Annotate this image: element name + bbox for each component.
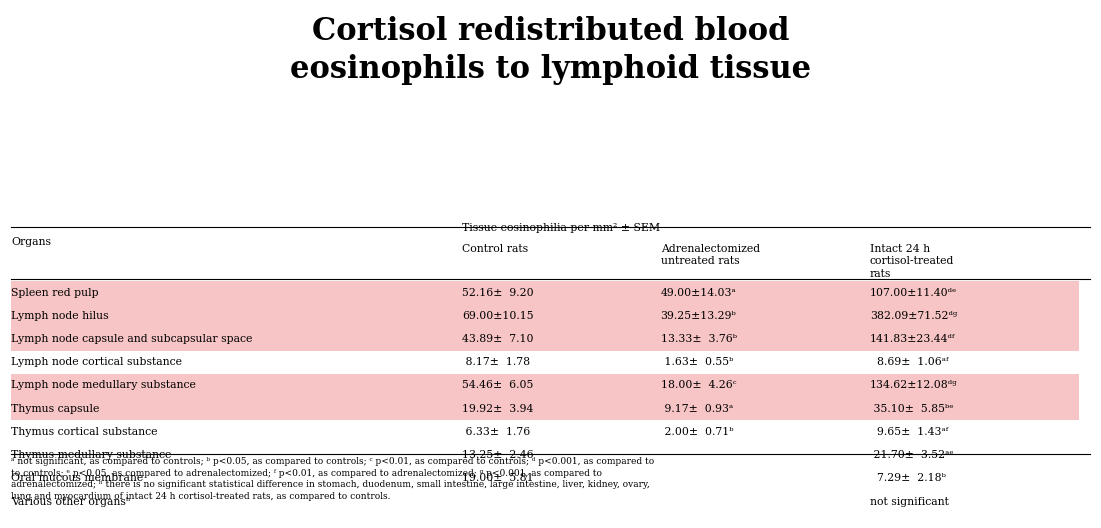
Text: Thymus cortical substance: Thymus cortical substance	[11, 427, 157, 437]
Text: 21.70±  3.52ᵃᵉ: 21.70± 3.52ᵃᵉ	[870, 450, 953, 460]
Text: Lymph node capsule and subcapsular space: Lymph node capsule and subcapsular space	[11, 334, 252, 344]
Text: 19.92±  3.94: 19.92± 3.94	[462, 404, 534, 413]
Text: 7.29±  2.18ᵇ: 7.29± 2.18ᵇ	[870, 474, 946, 483]
Text: 18.00±  4.26ᶜ: 18.00± 4.26ᶜ	[661, 381, 737, 390]
Text: Lymph node hilus: Lymph node hilus	[11, 311, 109, 320]
Text: 69.00±10.15: 69.00±10.15	[462, 311, 534, 320]
FancyBboxPatch shape	[11, 374, 1079, 397]
Text: 2.00±  0.71ᵇ: 2.00± 0.71ᵇ	[661, 427, 733, 437]
Text: 8.17±  1.78: 8.17± 1.78	[462, 357, 531, 367]
Text: Tissue eosinophilia per mm² ± SEM: Tissue eosinophilia per mm² ± SEM	[462, 223, 661, 233]
FancyBboxPatch shape	[11, 304, 1079, 327]
Text: 35.10±  5.85ᵇᵉ: 35.10± 5.85ᵇᵉ	[870, 404, 953, 413]
Text: Thymus medullary substance: Thymus medullary substance	[11, 450, 172, 460]
Text: Control rats: Control rats	[462, 244, 528, 254]
Text: ᵃ not significant, as compared to controls; ᵇ p<0.05, as compared to controls; ᶜ: ᵃ not significant, as compared to contro…	[11, 457, 654, 501]
Text: 19.00±  5.81: 19.00± 5.81	[462, 474, 534, 483]
Text: 382.09±71.52ᵈᵍ: 382.09±71.52ᵈᵍ	[870, 311, 957, 320]
Text: 1.63±  0.55ᵇ: 1.63± 0.55ᵇ	[661, 357, 733, 367]
FancyBboxPatch shape	[11, 397, 1079, 420]
Text: 39.25±13.29ᵇ: 39.25±13.29ᵇ	[661, 311, 737, 320]
Text: Thymus capsule: Thymus capsule	[11, 404, 99, 413]
Text: 13.25±  2.46: 13.25± 2.46	[462, 450, 534, 460]
Text: 141.83±23.44ᵈᶠ: 141.83±23.44ᵈᶠ	[870, 334, 956, 344]
Text: 13.33±  3.76ᵇ: 13.33± 3.76ᵇ	[661, 334, 737, 344]
Text: 54.46±  6.05: 54.46± 6.05	[462, 381, 534, 390]
Text: 134.62±12.08ᵈᵍ: 134.62±12.08ᵈᵍ	[870, 381, 957, 390]
Text: 9.65±  1.43ᵃᶠ: 9.65± 1.43ᵃᶠ	[870, 427, 948, 437]
Text: Lymph node medullary substance: Lymph node medullary substance	[11, 381, 196, 390]
Text: 43.89±  7.10: 43.89± 7.10	[462, 334, 534, 344]
Text: Lymph node cortical substance: Lymph node cortical substance	[11, 357, 182, 367]
Text: Adrenalectomized
untreated rats: Adrenalectomized untreated rats	[661, 244, 760, 266]
Text: 9.17±  0.93ᵃ: 9.17± 0.93ᵃ	[661, 404, 733, 413]
Text: Various other organsʰ: Various other organsʰ	[11, 497, 131, 506]
Text: 49.00±14.03ᵃ: 49.00±14.03ᵃ	[661, 288, 737, 297]
FancyBboxPatch shape	[11, 281, 1079, 304]
Text: Spleen red pulp: Spleen red pulp	[11, 288, 99, 297]
Text: Cortisol redistributed blood
eosinophils to lymphoid tissue: Cortisol redistributed blood eosinophils…	[290, 16, 811, 85]
Text: Organs: Organs	[11, 237, 51, 247]
Text: 6.33±  1.76: 6.33± 1.76	[462, 427, 531, 437]
Text: 8.69±  1.06ᵃᶠ: 8.69± 1.06ᵃᶠ	[870, 357, 948, 367]
FancyBboxPatch shape	[11, 327, 1079, 351]
Text: Intact 24 h
cortisol-treated
rats: Intact 24 h cortisol-treated rats	[870, 244, 955, 279]
Text: Oral mucous membrane: Oral mucous membrane	[11, 474, 143, 483]
Text: 52.16±  9.20: 52.16± 9.20	[462, 288, 534, 297]
Text: not significant: not significant	[870, 497, 949, 506]
Text: 107.00±11.40ᵈᵉ: 107.00±11.40ᵈᵉ	[870, 288, 957, 297]
